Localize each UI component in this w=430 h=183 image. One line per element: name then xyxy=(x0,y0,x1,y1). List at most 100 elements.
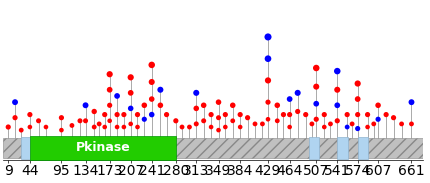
Point xyxy=(18,129,25,132)
Point xyxy=(106,73,113,76)
Point xyxy=(148,81,155,83)
Point xyxy=(58,129,65,132)
Point xyxy=(375,104,381,107)
Point xyxy=(354,82,361,85)
Point xyxy=(101,113,108,116)
Point xyxy=(313,118,319,121)
Point xyxy=(12,116,18,119)
Point xyxy=(43,126,49,128)
Point xyxy=(91,126,98,128)
Point xyxy=(148,113,155,116)
Point xyxy=(148,98,155,100)
Point xyxy=(334,104,341,107)
Point xyxy=(354,113,361,116)
Point xyxy=(134,126,141,128)
Point xyxy=(127,107,134,110)
Point xyxy=(264,79,271,82)
Point xyxy=(120,126,127,128)
Point xyxy=(321,126,328,128)
Point xyxy=(141,104,148,107)
Point xyxy=(383,113,390,116)
Point xyxy=(114,126,120,128)
Point xyxy=(364,126,371,128)
Point xyxy=(186,126,193,128)
Point xyxy=(229,119,236,122)
Point xyxy=(264,101,271,104)
Point xyxy=(334,119,341,122)
Point xyxy=(82,104,89,107)
Point xyxy=(294,110,301,113)
Point xyxy=(193,107,200,110)
Point xyxy=(344,113,350,116)
Point xyxy=(106,88,113,91)
Point xyxy=(286,126,293,128)
Point xyxy=(215,129,222,132)
Point xyxy=(390,116,397,119)
Point xyxy=(334,70,341,73)
Point xyxy=(114,113,120,116)
Point xyxy=(354,98,361,100)
Point xyxy=(259,122,266,125)
Text: Pkinase: Pkinase xyxy=(76,141,130,154)
Point xyxy=(114,94,120,97)
Point xyxy=(208,113,215,116)
Point xyxy=(274,104,281,107)
Point xyxy=(148,64,155,66)
Point xyxy=(127,122,134,125)
Point xyxy=(157,88,164,91)
Point xyxy=(178,126,185,128)
Point xyxy=(200,119,207,122)
Bar xyxy=(21,137,31,159)
Point xyxy=(264,57,271,60)
Point xyxy=(327,122,334,125)
Point xyxy=(68,124,75,127)
Bar xyxy=(358,137,368,159)
Point xyxy=(349,122,356,125)
Point xyxy=(77,119,83,122)
Point xyxy=(313,85,319,88)
Point xyxy=(127,76,134,79)
Point xyxy=(208,126,215,128)
Point xyxy=(264,118,271,121)
Point xyxy=(96,122,103,125)
Point xyxy=(313,67,319,70)
Point xyxy=(264,36,271,38)
Point xyxy=(106,119,113,122)
Point xyxy=(364,113,371,116)
Point xyxy=(252,122,258,125)
Point xyxy=(58,116,65,119)
Point xyxy=(286,98,293,100)
Point xyxy=(163,113,170,116)
Point xyxy=(141,118,148,121)
Point xyxy=(408,101,415,104)
Point xyxy=(222,126,229,128)
Point xyxy=(5,126,12,128)
Point xyxy=(280,113,287,116)
Point xyxy=(222,113,229,116)
Point xyxy=(200,104,207,107)
Point xyxy=(101,126,108,128)
Point xyxy=(193,91,200,94)
Point xyxy=(237,113,244,116)
Point xyxy=(26,113,33,116)
Point xyxy=(375,118,381,121)
Point xyxy=(120,113,127,116)
Bar xyxy=(310,137,319,159)
Point xyxy=(294,91,301,94)
Point xyxy=(106,104,113,107)
Point xyxy=(354,127,361,130)
Point xyxy=(91,110,98,113)
Point xyxy=(157,104,164,107)
Point xyxy=(313,102,319,105)
Point xyxy=(193,122,200,125)
Point xyxy=(408,122,415,125)
Point xyxy=(215,101,222,104)
Point xyxy=(344,126,350,128)
Point xyxy=(215,116,222,119)
Point xyxy=(26,126,33,128)
Point xyxy=(334,88,341,91)
Point xyxy=(308,122,315,125)
Point xyxy=(229,104,236,107)
Point xyxy=(398,122,405,125)
Point xyxy=(244,116,251,119)
